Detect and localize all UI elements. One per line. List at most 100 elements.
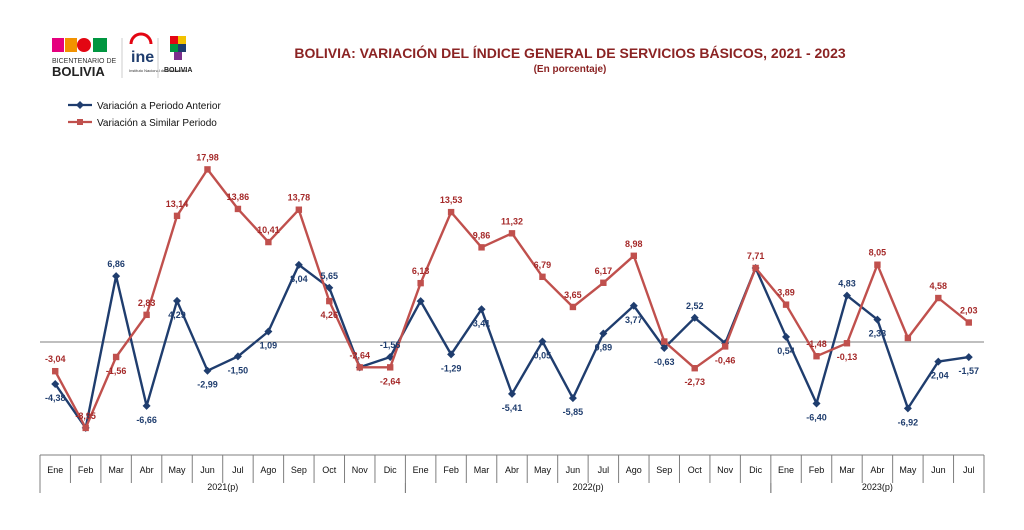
data-label: 11,32 [501, 216, 523, 226]
data-label: -1,48 [806, 339, 827, 349]
data-point [599, 329, 608, 338]
data-label: 6,86 [107, 259, 125, 269]
x-tick-label: Mar [474, 465, 490, 475]
data-label: 8,98 [625, 239, 643, 249]
data-label-layer: -4,38 6,86 -6,66 4,29 -2,99 -1,50 1,09 8,04 5,65… [45, 152, 979, 427]
data-point [294, 260, 303, 269]
x-tick-label: Dic [749, 465, 762, 475]
data-label: 2,83 [138, 298, 156, 308]
data-label: -6,40 [806, 412, 827, 422]
x-tick-label: Feb [78, 465, 94, 475]
data-label: 4,29 [168, 310, 186, 320]
data-label: 13,14 [166, 199, 189, 209]
data-point [782, 301, 790, 308]
data-point [903, 404, 912, 413]
data-point [843, 340, 851, 347]
data-point [782, 332, 791, 341]
year-group-label: 2022(p) [573, 482, 604, 492]
ine-text: ine [131, 49, 154, 66]
data-label: -2,99 [197, 380, 218, 390]
data-label: -4,38 [45, 393, 66, 403]
data-label: 3,65 [564, 290, 582, 300]
data-point [752, 264, 759, 272]
data-point [173, 212, 181, 220]
data-point [295, 206, 303, 213]
data-label: 5,65 [321, 271, 339, 281]
data-label: -5,41 [502, 403, 523, 413]
data-label: 6,17 [595, 266, 613, 276]
data-point [112, 272, 121, 281]
x-tick-label: Ago [260, 465, 276, 475]
data-label: 4,58 [930, 281, 948, 291]
data-point [112, 353, 120, 361]
data-label: 17,98 [196, 152, 219, 162]
data-label: -6,92 [898, 417, 919, 427]
data-point [326, 297, 333, 305]
x-tick-label: Jul [232, 465, 244, 475]
data-point [417, 279, 424, 287]
data-label: -3,04 [45, 354, 66, 364]
axis-layer: Ene Feb Mar Abr May Jun Jul Ago Sep Oct Nov Dic Ene F… [39, 341, 985, 493]
x-tick-label: Feb [443, 465, 459, 475]
data-label: 3,89 [777, 288, 795, 298]
data-point [325, 283, 334, 292]
data-point [234, 205, 242, 213]
data-point [600, 279, 607, 286]
data-point [813, 353, 820, 360]
data-label: -1,56 [106, 366, 127, 376]
data-label: 8,05 [869, 248, 887, 258]
data-point [690, 313, 699, 322]
data-label: 2,52 [686, 301, 704, 311]
chart-title: BOLIVIA: VARIACIÓN DEL ÍNDICE GENERAL DE… [294, 44, 846, 61]
x-tick-label: Abr [505, 465, 519, 475]
data-label: 4,26 [321, 310, 339, 320]
data-label: 13,86 [227, 192, 250, 202]
data-point [356, 364, 363, 371]
data-point [416, 297, 425, 306]
data-point [934, 357, 943, 366]
x-tick-label: Jul [963, 465, 975, 475]
data-point [265, 238, 272, 246]
year-group-label: 2021(p) [207, 482, 238, 492]
x-tick-label: Nov [717, 465, 734, 475]
data-point [904, 334, 912, 342]
data-point [721, 343, 729, 350]
data-point [142, 401, 151, 410]
x-tick-label: Jun [931, 465, 946, 475]
data-label: 10,41 [257, 225, 280, 235]
data-point [569, 303, 577, 311]
data-label: 1,09 [260, 341, 278, 351]
data-point [82, 424, 89, 432]
data-point [204, 166, 211, 173]
data-label: -2,04 [928, 371, 949, 381]
data-point [173, 296, 182, 305]
data-point [386, 364, 394, 371]
data-point [812, 399, 821, 408]
data-point [874, 261, 881, 268]
x-tick-label: Feb [809, 465, 825, 475]
x-tick-label: May [169, 465, 187, 475]
data-label: -1,29 [441, 363, 462, 373]
legend: Variación a Periodo Anterior Variación a… [68, 101, 221, 129]
data-label: 2,03 [960, 306, 978, 316]
data-point [143, 311, 150, 319]
data-label: -1,56 [380, 340, 401, 350]
data-label: 7,71 [747, 251, 765, 261]
data-point [661, 338, 668, 345]
data-label: -6,66 [136, 415, 157, 425]
legend-label-series-2: Variación a Similar Periodo [97, 118, 217, 129]
data-point [691, 365, 698, 372]
data-label: 3,77 [625, 315, 643, 325]
x-tick-label: Nov [352, 465, 369, 475]
data-point [508, 389, 516, 398]
data-label: 3,41 [473, 318, 491, 328]
data-point [508, 230, 516, 237]
x-tick-label: Mar [108, 465, 124, 475]
data-point [538, 337, 547, 346]
bicentenario-big-text: BOLIVIA [52, 64, 105, 79]
data-point [233, 352, 242, 361]
data-point [264, 327, 273, 336]
data-label: -2,73 [684, 377, 705, 387]
x-tick-label: Abr [870, 465, 884, 475]
